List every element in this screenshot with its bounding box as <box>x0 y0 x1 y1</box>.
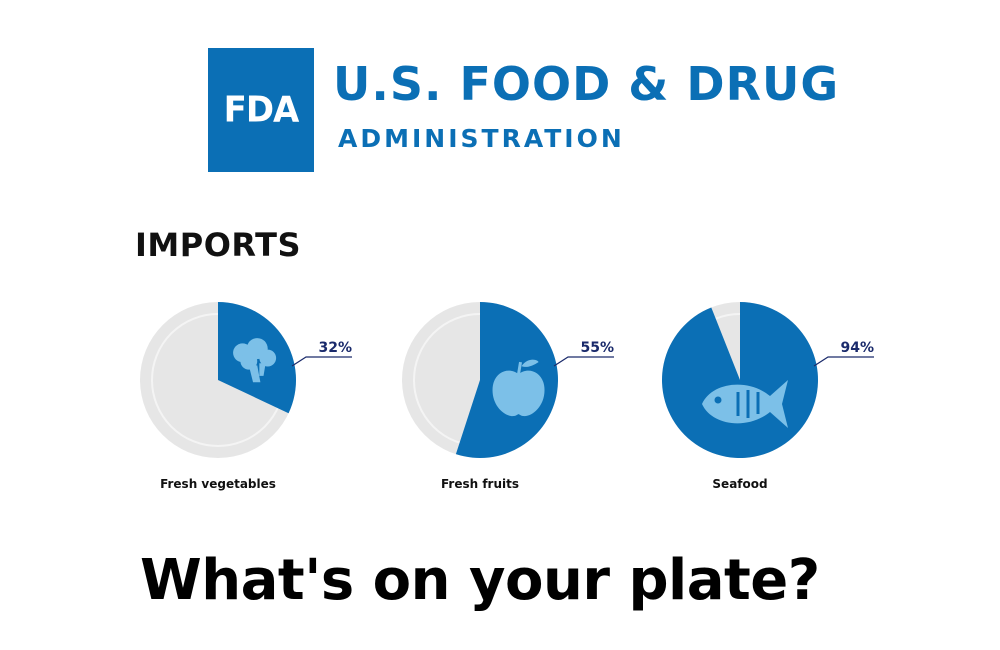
value-label-1: 32% <box>318 340 352 356</box>
pie-slice-3 <box>662 302 818 458</box>
fish-icon <box>702 380 788 428</box>
leader-line-2 <box>553 356 614 367</box>
agency-name: U.S. FOOD & DRUG <box>333 57 840 111</box>
category-label-3: Seafood <box>712 477 767 491</box>
imports-plate-chart: 32% Fresh vegetables 55% Fresh fruits 94% Sea… <box>140 302 874 491</box>
section-title: IMPORTS <box>135 226 301 264</box>
tagline: What's on your plate? <box>140 548 820 613</box>
plate-3: 94% Seafood <box>662 302 874 491</box>
agency-subtitle: ADMINISTRATION <box>338 124 625 153</box>
apple-icon <box>492 359 545 417</box>
fda-logo-text: FDA <box>223 89 300 131</box>
value-label-3: 94% <box>840 340 874 356</box>
plate-1: 32% Fresh vegetables <box>140 302 352 491</box>
value-label-2: 55% <box>580 340 614 356</box>
leader-line-3 <box>813 356 874 367</box>
broccoli-icon <box>233 338 277 383</box>
plate-2: 55% Fresh fruits <box>402 302 614 491</box>
fda-logo: FDA <box>208 48 314 172</box>
leader-line-1 <box>291 356 352 367</box>
category-label-1: Fresh vegetables <box>160 477 276 491</box>
category-label-2: Fresh fruits <box>441 477 519 491</box>
